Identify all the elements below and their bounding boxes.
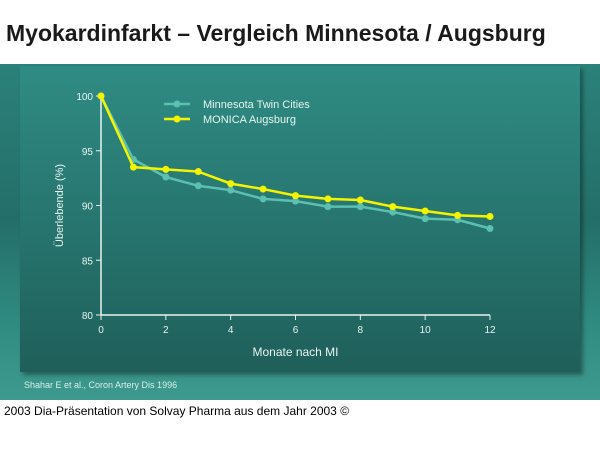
footer-caption: 2003 Dia-Präsentation von Solvay Pharma …	[4, 404, 350, 418]
data-point	[162, 165, 170, 173]
chart: 80 85 90 95 100 0 2 4 6 8 10 12 Monate nach MI Überle…	[54, 92, 496, 359]
legend-entry: MONICA Augsburg	[203, 114, 296, 126]
y-tick-label: 90	[82, 202, 94, 213]
data-point	[259, 195, 267, 203]
data-point	[227, 186, 235, 194]
x-tick-label: 4	[228, 325, 234, 336]
data-point	[162, 173, 170, 181]
y-tick-label: 95	[82, 147, 94, 158]
slide: Myokardinfarkt – Vergleich Minnesota / A…	[0, 0, 600, 400]
data-point	[486, 212, 494, 220]
slide-title: Myokardinfarkt – Vergleich Minnesota / A…	[6, 20, 546, 46]
y-tick-label: 80	[82, 311, 94, 322]
legend-marker	[173, 115, 181, 123]
data-point	[292, 192, 299, 200]
y-tick-label: 85	[82, 256, 94, 267]
data-point	[356, 196, 364, 204]
x-tick-label: 6	[293, 325, 299, 336]
x-tick-label: 10	[420, 325, 432, 336]
data-point	[97, 92, 105, 100]
data-point	[194, 182, 202, 190]
y-axis-label: Überlebende (%)	[54, 164, 66, 247]
data-point	[454, 211, 462, 219]
source-citation: Shahar E et al., Coron Artery Dis 1996	[24, 380, 178, 390]
data-point	[421, 207, 429, 215]
x-tick-label: 12	[484, 325, 496, 336]
chart-panel	[20, 66, 580, 372]
data-point	[324, 195, 332, 203]
x-axis-label: Monate nach MI	[252, 345, 338, 359]
data-point	[486, 224, 494, 232]
title-bar: Myokardinfarkt – Vergleich Minnesota / A…	[0, 0, 600, 64]
data-point	[421, 215, 429, 223]
x-tick-label: 0	[98, 325, 104, 336]
data-point	[324, 203, 332, 211]
data-point	[389, 208, 397, 216]
x-tick-label: 8	[358, 325, 364, 336]
data-point	[194, 168, 202, 176]
data-point	[227, 180, 235, 188]
legend-marker	[173, 100, 181, 108]
data-point	[292, 197, 299, 205]
y-tick-label: 100	[76, 92, 93, 103]
legend-entry: Minnesota Twin Cities	[203, 99, 310, 111]
data-point	[356, 203, 364, 211]
data-point	[129, 163, 137, 171]
data-point	[259, 185, 267, 193]
x-tick-label: 2	[163, 325, 169, 336]
data-point	[389, 203, 397, 211]
